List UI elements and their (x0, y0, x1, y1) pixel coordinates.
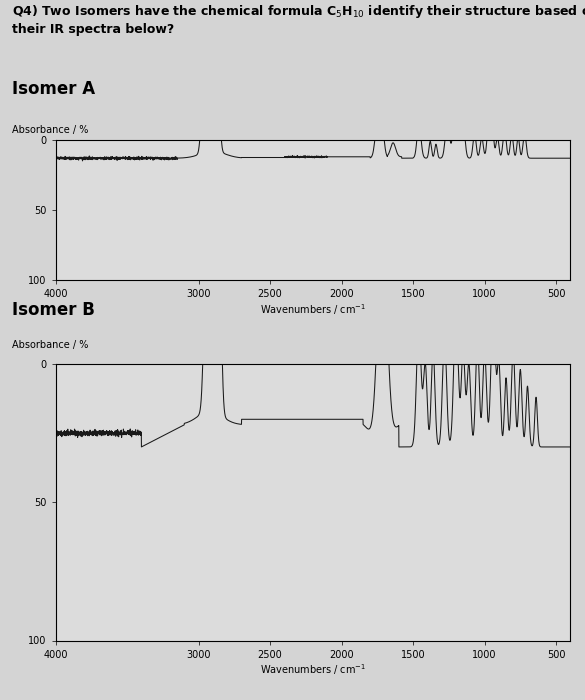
Text: Absorbance / %: Absorbance / % (12, 125, 88, 134)
X-axis label: Wavenumbers / cm$^{-1}$: Wavenumbers / cm$^{-1}$ (260, 302, 366, 316)
X-axis label: Wavenumbers / cm$^{-1}$: Wavenumbers / cm$^{-1}$ (260, 662, 366, 677)
Text: Isomer B: Isomer B (12, 301, 95, 318)
Text: Absorbance / %: Absorbance / % (12, 340, 88, 350)
Text: Isomer A: Isomer A (12, 80, 95, 98)
Text: Q4) Two Isomers have the chemical formula C$_5$H$_{10}$ identify their structure: Q4) Two Isomers have the chemical formul… (12, 4, 585, 36)
